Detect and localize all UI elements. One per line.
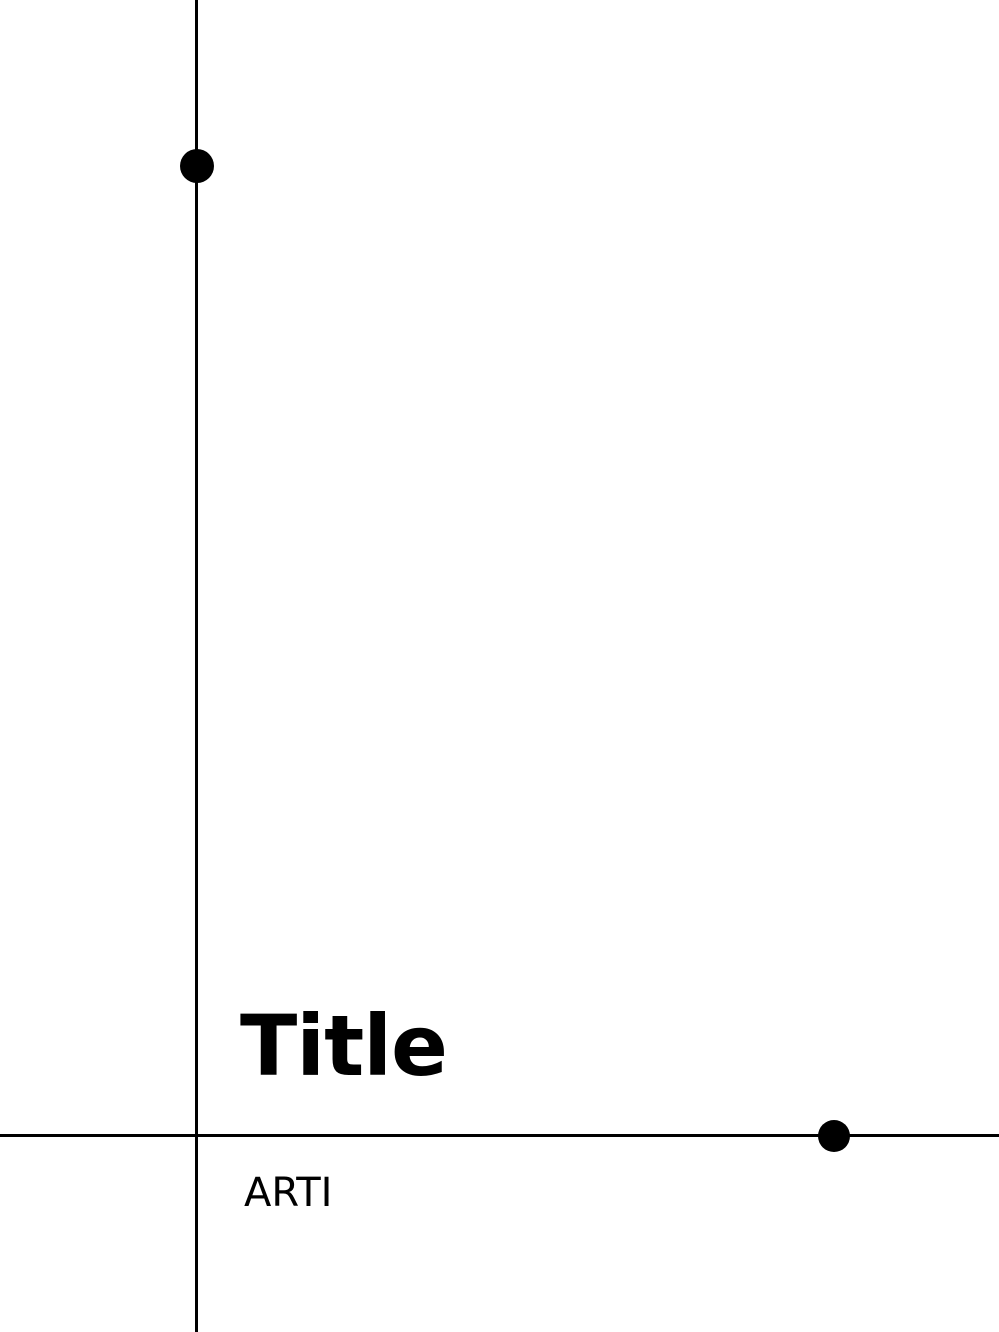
horizontal-rule [0,1134,999,1137]
cover-subtitle: ARTI [244,1170,333,1216]
right-dot-marker [818,1120,850,1152]
top-dot-marker [180,149,214,183]
cover-title: Title [240,997,448,1095]
vertical-rule [195,0,198,1332]
